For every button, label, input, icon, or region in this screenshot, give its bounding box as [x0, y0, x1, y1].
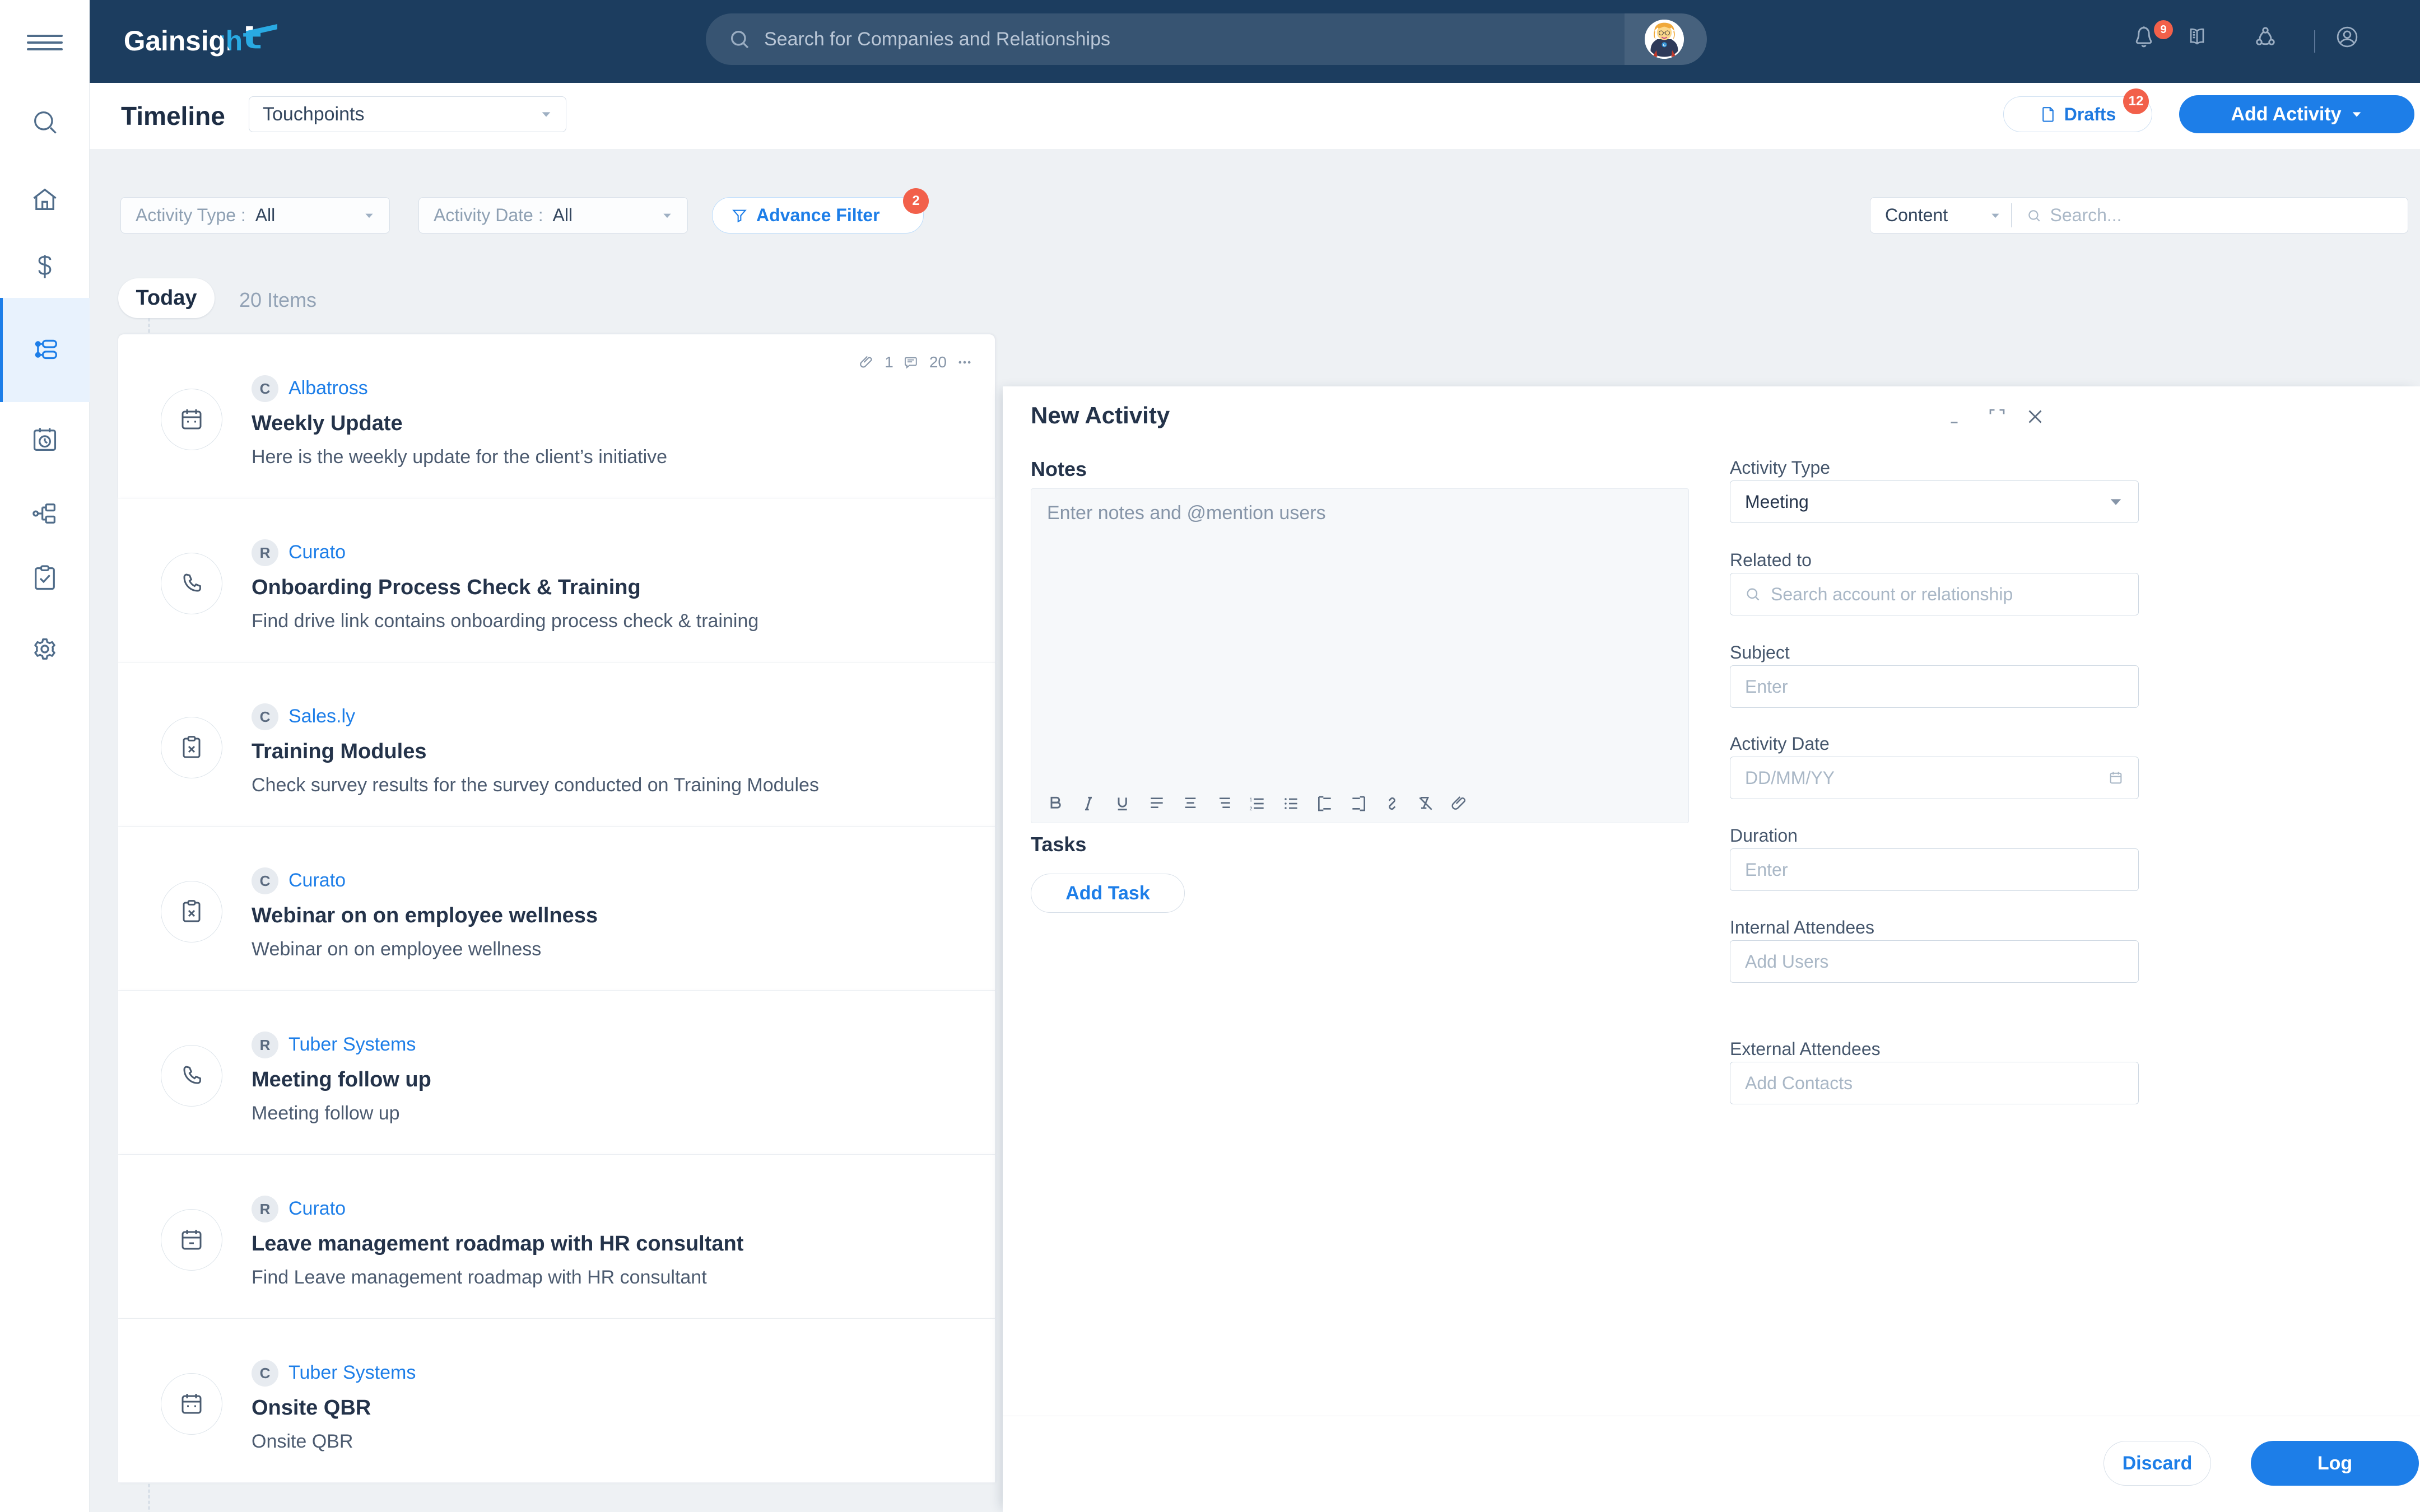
svg-text:1: 1: [1249, 797, 1252, 802]
svg-text:2: 2: [1249, 806, 1252, 811]
svg-text:G: G: [1663, 44, 1666, 48]
